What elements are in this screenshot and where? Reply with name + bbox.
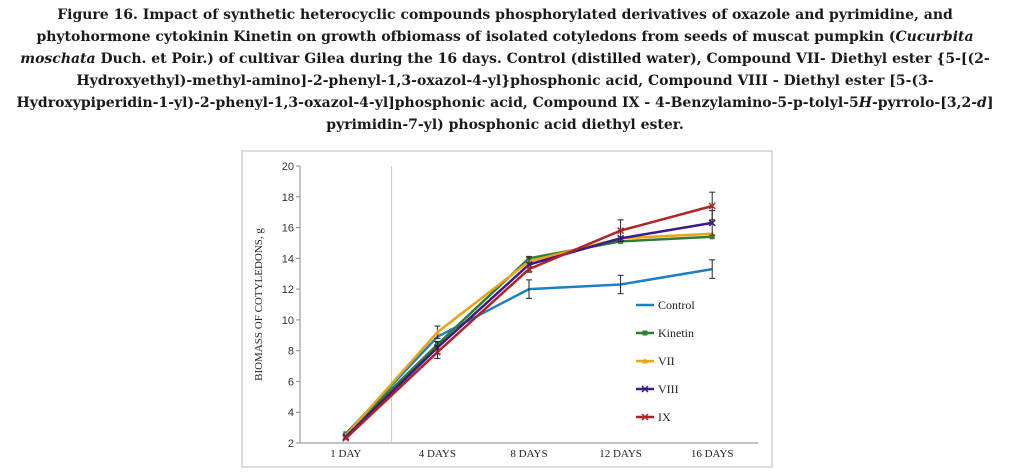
y-tick-label: 12 [282, 284, 294, 296]
data-point [709, 234, 715, 240]
y-axis-label: BIOMASS OF COTYLEDONS, g [253, 228, 265, 381]
legend-marker [641, 413, 649, 421]
x-tick-label: 16 DAYS [691, 448, 734, 460]
legend-marker [641, 385, 649, 393]
figure-caption: Figure 16. Impact of synthetic heterocyc… [14, 4, 996, 136]
legend-label: VII [658, 354, 675, 368]
legend-label: Control [658, 298, 695, 312]
data-point [617, 227, 625, 235]
y-tick-label: 10 [282, 315, 294, 327]
y-tick-label: 18 [282, 192, 294, 204]
y-tick-label: 4 [288, 407, 294, 419]
legend-label: VIII [658, 382, 679, 396]
legend-marker [642, 330, 648, 336]
legend-marker [642, 358, 648, 364]
data-point [708, 219, 716, 227]
x-tick-label: 8 DAYS [510, 448, 547, 460]
caption-part-2: Duch. et Poir.) of cultivar Gilea during… [16, 51, 990, 111]
caption-species: Cucurbita moschata [20, 29, 974, 67]
chart-frame [241, 150, 773, 468]
caption-part-4: ] pyrimidin-7-yl) phosphonic acid diethy… [326, 95, 994, 133]
y-tick-label: 6 [288, 376, 294, 388]
caption-part-1: Figure 16. Impact of synthetic heterocyc… [36, 7, 953, 45]
y-tick-label: 20 [282, 161, 294, 173]
x-tick-label: 12 DAYS [599, 448, 642, 460]
y-tick-label: 16 [282, 223, 294, 235]
legend-label: Kinetin [658, 326, 694, 340]
x-tick-label: 4 DAYS [419, 448, 456, 460]
y-tick-label: 8 [288, 346, 294, 358]
data-point [525, 265, 533, 273]
caption-italic-h: H [858, 95, 872, 111]
data-point [434, 329, 441, 335]
data-point [433, 348, 441, 356]
x-tick-label: 1 DAY [330, 448, 361, 460]
caption-italic-d: d [977, 95, 987, 111]
legend-label: IX [658, 410, 671, 424]
data-point [342, 434, 350, 442]
data-point [708, 202, 716, 210]
caption-part-3: -pyrrolo-[3,2- [871, 95, 978, 111]
y-tick-label: 14 [282, 253, 294, 265]
y-tick-label: 2 [288, 438, 294, 450]
